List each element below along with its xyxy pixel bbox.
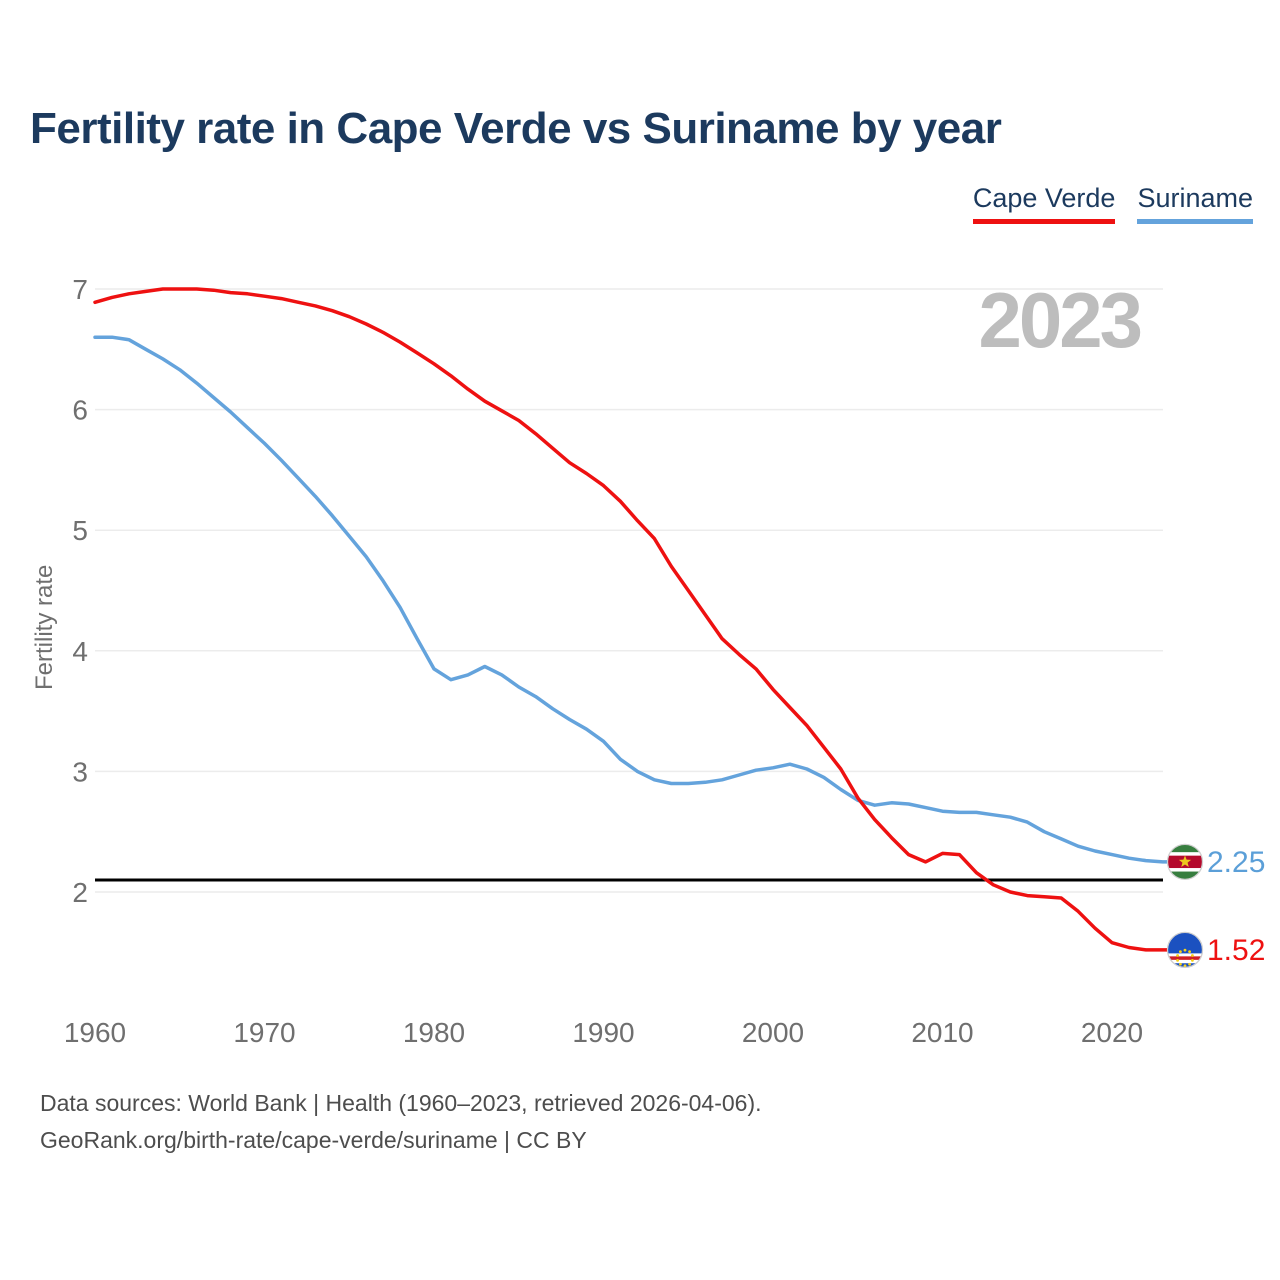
page-title: Fertility rate in Cape Verde vs Suriname… (30, 104, 1002, 153)
x-tick-label: 2010 (911, 1017, 973, 1048)
country-flag-markers (1166, 843, 1204, 969)
legend-item-suriname[interactable]: Suriname (1137, 183, 1253, 224)
cape-verde-flag-icon (1167, 932, 1203, 968)
y-tick-label: 5 (72, 515, 88, 546)
x-tick-label: 1980 (403, 1017, 465, 1048)
gridlines (95, 288, 1163, 893)
end-value-suriname: 2.25 (1207, 846, 1265, 879)
data-sources-note: Data sources: World Bank | Health (1960–… (40, 1090, 762, 1116)
y-tick-label: 3 (72, 756, 88, 787)
suriname-flag-icon (1167, 844, 1203, 880)
x-tick-label: 1990 (572, 1017, 634, 1048)
end-value-cape-verde: 1.52 (1207, 934, 1265, 967)
legend-item-cape-verde[interactable]: Cape Verde (972, 183, 1116, 224)
data-series-lines (93, 287, 1170, 952)
x-tick-label: 2020 (1081, 1017, 1143, 1048)
x-tick-label: 2000 (742, 1017, 804, 1048)
y-tick-label: 4 (72, 636, 88, 667)
axis-ticks: 2 3 4 5 6 7 1960 1970 1980 1990 2000 2010 2020 (64, 274, 1143, 1048)
y-tick-label: 6 (72, 395, 88, 426)
watermark-year: 2023 (978, 276, 1140, 364)
x-tick-label: 1960 (64, 1017, 126, 1048)
y-tick-label: 2 (72, 877, 88, 908)
x-tick-label: 1970 (233, 1017, 295, 1048)
attribution-link[interactable]: GeoRank.org/birth-rate/cape-verde/surina… (40, 1127, 587, 1153)
series-line-suriname (93, 335, 1170, 864)
series-line-cape-verde (93, 287, 1170, 952)
cape-verde-flag-ring (1166, 931, 1204, 969)
y-tick-label: 7 (72, 274, 88, 305)
suriname-flag-ring (1166, 843, 1204, 880)
legend: Cape Verde Suriname (972, 183, 1253, 224)
y-axis-label: Fertility rate (31, 565, 58, 690)
